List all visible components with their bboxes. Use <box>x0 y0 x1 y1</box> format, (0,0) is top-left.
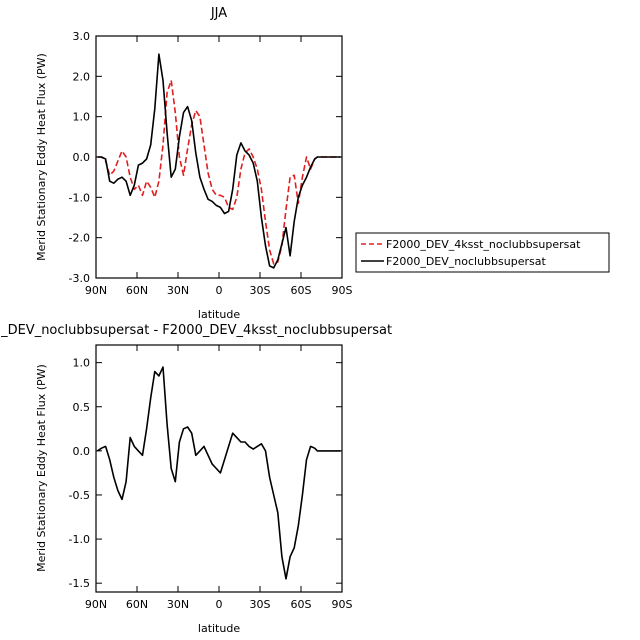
top-series-lines <box>97 53 341 269</box>
bottom-x-tick-label: 0 <box>216 598 223 611</box>
top-y-tick-label: -1.0 <box>69 191 90 204</box>
bottom-y-tick-label: 0.0 <box>73 445 91 458</box>
top-x-tick-label: 30S <box>250 284 271 297</box>
top-x-ticks: 90N 60N 30N 0 30S 60S 90S <box>85 36 353 297</box>
top-y-tick-label: -3.0 <box>69 272 90 285</box>
top-y-tick-label: 2.0 <box>73 70 91 83</box>
top-y-tick-label: -2.0 <box>69 232 90 245</box>
bottom-y-axis-label: Merid Stationary Eddy Heat Flux (PW) <box>35 364 48 572</box>
legend-label-noclubb: F2000_DEV_noclubbsupersat <box>386 255 546 268</box>
top-x-tick-label: 30N <box>167 284 189 297</box>
legend-label-4ksst: F2000_DEV_4ksst_noclubbsupersat <box>386 238 581 251</box>
bottom-x-tick-label: 60S <box>291 598 312 611</box>
bottom-chart-title: )_DEV_noclubbsupersat - F2000_DEV_4ksst_… <box>0 323 392 338</box>
bottom-series-lines <box>96 366 341 580</box>
top-panel: JJA -3.0 -2.0 -1.0 0.0 1.0 2.0 3.0 90N 60N 30N 0 3… <box>35 6 353 321</box>
top-x-tick-label: 60S <box>291 284 312 297</box>
top-x-tick-label: 90N <box>85 284 107 297</box>
bottom-x-tick-label: 90N <box>85 598 107 611</box>
top-x-tick-label: 60N <box>126 284 148 297</box>
top-y-tick-label: 1.0 <box>73 111 91 124</box>
legend: F2000_DEV_4ksst_noclubbsupersat F2000_DE… <box>355 232 610 273</box>
top-x-tick-label: 0 <box>216 284 223 297</box>
bottom-x-ticks: 90N 60N 30N 0 30S 60S 90S <box>85 345 353 611</box>
bottom-y-tick-label: 1.0 <box>73 357 91 370</box>
top-y-tick-label: 3.0 <box>73 30 91 43</box>
bottom-y-tick-label: -1.0 <box>69 533 90 546</box>
legend-box <box>355 232 610 273</box>
bottom-series-line-0 <box>96 366 341 580</box>
bottom-x-tick-label: 30S <box>250 598 271 611</box>
bottom-x-tick-label: 90S <box>332 598 353 611</box>
top-y-tick-label: 0.0 <box>73 151 91 164</box>
bottom-y-tick-label: -1.5 <box>69 577 90 590</box>
bottom-panel: )_DEV_noclubbsupersat - F2000_DEV_4ksst_… <box>0 323 392 635</box>
top-plot-frame <box>95 35 343 279</box>
top-series-line-0 <box>97 79 341 265</box>
bottom-x-tick-label: 30N <box>167 598 189 611</box>
bottom-x-tick-label: 60N <box>126 598 148 611</box>
top-y-axis-label: Merid Stationary Eddy Heat Flux (PW) <box>35 53 48 261</box>
bottom-y-tick-label: 0.5 <box>73 401 91 414</box>
bottom-y-tick-label: -0.5 <box>69 489 90 502</box>
bottom-y-ticks: -1.5 -1.0 -0.5 0.0 0.5 1.0 <box>69 357 342 590</box>
bottom-x-axis-label: latitude <box>198 622 240 635</box>
top-x-tick-label: 90S <box>332 284 353 297</box>
top-chart-title: JJA <box>210 6 227 21</box>
top-series-line-1 <box>97 53 341 269</box>
top-x-axis-label: latitude <box>198 308 240 321</box>
